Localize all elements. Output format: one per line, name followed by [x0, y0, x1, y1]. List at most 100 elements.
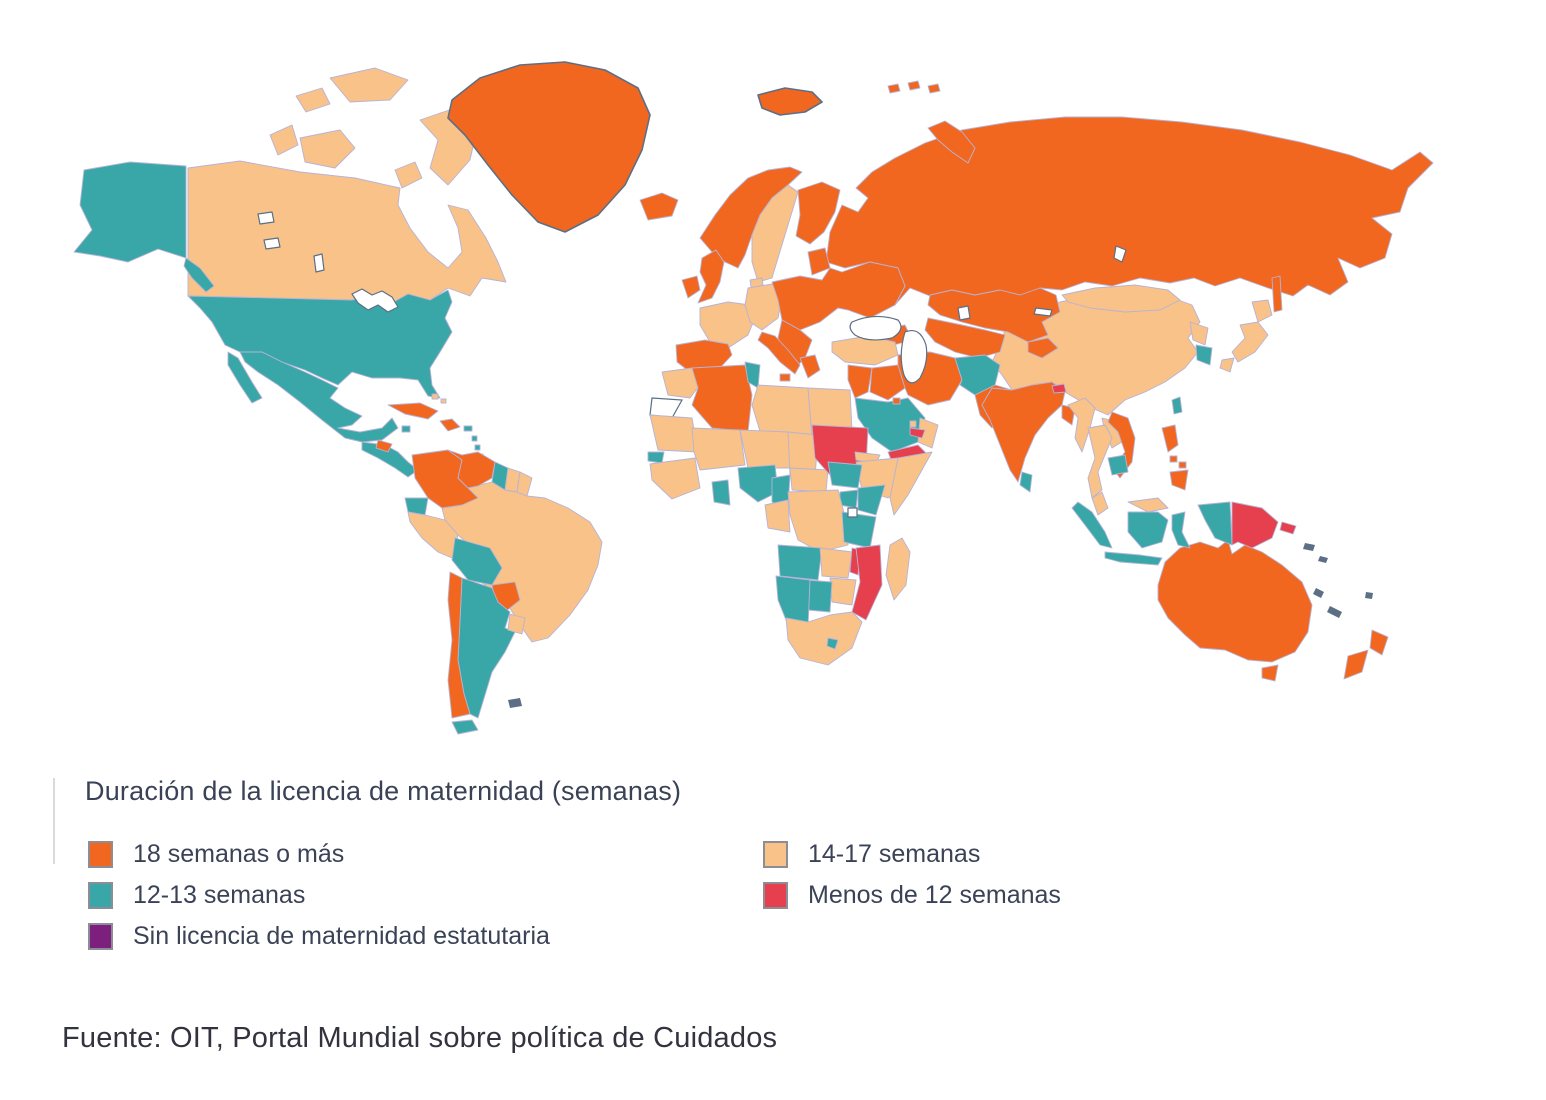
region-nigeria: [737, 464, 779, 503]
legend-swatch-18plus: [88, 841, 113, 868]
legend-swatch-12-13: [88, 882, 113, 909]
region-greece: [799, 354, 821, 379]
great-lakes: [351, 288, 399, 313]
region-novaya-zemlya: [927, 120, 976, 164]
falkland-islands: [508, 698, 522, 708]
region-france: [699, 301, 756, 349]
legend-item: 12-13 semanas: [88, 879, 550, 912]
lake-winnipeg: [313, 253, 325, 273]
region-kenya: [857, 484, 886, 516]
region-congo-gabon: [764, 499, 791, 533]
region-madagascar: [885, 537, 911, 601]
region-australia: [1157, 539, 1313, 663]
region-taiwan: [1171, 396, 1183, 415]
region-canada-arctic: [299, 129, 356, 169]
region-nz-north: [1369, 629, 1389, 656]
region-canada: [187, 160, 507, 305]
region-mozambique: [851, 544, 883, 621]
region-luzon: [1161, 424, 1179, 453]
region-alaska-tail: [183, 257, 215, 293]
legend-column-left: 18 semanas o más 12-13 semanas Sin licen…: [88, 838, 550, 961]
region-mongolia: [1061, 284, 1181, 313]
region-finland: [795, 181, 841, 245]
region-new-britain: [1279, 521, 1297, 535]
region-algeria: [691, 364, 753, 433]
region-borneo-malaysia: [1127, 497, 1169, 513]
legend-title: Duración de la licencia de maternidad (s…: [85, 776, 682, 806]
region-baja: [227, 351, 263, 404]
region-thailand: [1087, 424, 1113, 499]
legend-label: Sin licencia de maternidad estatutaria: [133, 922, 550, 950]
region-chile: [447, 571, 471, 719]
region-levant: [847, 364, 873, 399]
legend-item: Sin licencia de maternidad estatutaria: [88, 920, 550, 953]
region-japan-honshu: [1231, 321, 1269, 363]
region-uruguay: [507, 613, 526, 635]
legend-label: 18 semanas o más: [133, 840, 345, 868]
aral-sea: [957, 305, 971, 321]
region-canada-arctic: [329, 67, 409, 103]
region-zambia: [819, 547, 853, 579]
region-french-guiana: [516, 471, 533, 497]
region-car: [789, 467, 829, 493]
source-attribution: Fuente: OIT, Portal Mundial sobre políti…: [62, 1022, 778, 1054]
legend-left-rule: [53, 778, 55, 864]
region-japan-kyushu: [1219, 357, 1235, 373]
region-west-papua: [1197, 501, 1233, 546]
region-iraq: [869, 364, 906, 401]
black-sea: [849, 315, 902, 341]
region-kalimantan: [1127, 511, 1169, 549]
region-mindanao: [1169, 469, 1189, 491]
region-zimbabwe: [829, 577, 857, 606]
lake-balkhash: [1033, 307, 1053, 317]
region-uk: [697, 249, 725, 304]
region-java: [1104, 551, 1163, 566]
region-malaysia: [1091, 491, 1109, 516]
region-bahamas: [431, 393, 447, 404]
region-qatar: [909, 420, 917, 428]
region-morocco: [661, 367, 703, 399]
region-sri-lanka: [1019, 471, 1033, 493]
region-mexico: [239, 351, 399, 443]
region-central-america: [361, 441, 419, 478]
melanesia-islands: [1303, 543, 1373, 618]
region-india: [981, 381, 1066, 483]
region-mauritania: [649, 414, 699, 453]
region-alaska: [73, 161, 187, 263]
region-mali: [691, 427, 746, 471]
region-canada-arctic: [394, 161, 423, 189]
legend-swatch-14-17: [763, 841, 788, 868]
region-venezuela: [447, 449, 496, 489]
legend-item: 18 semanas o más: [88, 838, 550, 871]
region-baltics: [807, 247, 831, 276]
region-north-korea: [1189, 321, 1209, 346]
world-choropleth-map: [73, 61, 1434, 735]
region-canada-arctic: [269, 124, 299, 156]
legend-label: 12-13 semanas: [133, 881, 306, 909]
legend-item: Menos de 12 semanas: [763, 879, 1061, 912]
region-tasmania: [1261, 664, 1279, 682]
region-iceland: [639, 192, 679, 221]
region-kuwait: [892, 397, 901, 405]
region-hispaniola: [439, 418, 461, 432]
region-sumatra: [1071, 501, 1113, 549]
region-niger: [739, 429, 793, 469]
great-bear-lake: [257, 211, 275, 225]
region-drc: [787, 489, 849, 553]
region-south-korea: [1195, 344, 1213, 366]
lake-victoria: [847, 507, 858, 518]
region-nz-south: [1343, 649, 1369, 680]
region-puerto-rico: [463, 425, 473, 432]
region-lesotho: [826, 637, 839, 650]
region-south-africa: [785, 611, 863, 666]
lake-baikal: [1113, 245, 1127, 263]
region-kyrgyz: [1027, 337, 1059, 359]
region-kazakhstan: [927, 287, 1061, 343]
region-sulawesi: [1171, 511, 1191, 549]
region-central-asia: [924, 317, 1006, 359]
region-canada-arctic: [295, 87, 331, 113]
region-jamaica: [401, 425, 411, 433]
region-svalbard: [757, 87, 823, 116]
region-honduras: [375, 439, 393, 453]
legend-item: 14-17 semanas: [763, 838, 1061, 871]
